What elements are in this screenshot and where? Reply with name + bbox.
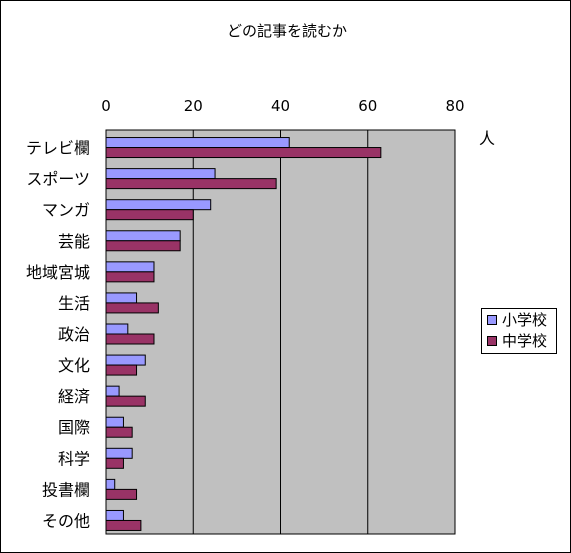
bar-elementary [105,385,120,397]
legend-swatch-elementary [487,314,497,325]
bar-elementary [105,478,116,490]
bar-elementary [105,199,212,211]
bar-junior-high [105,488,138,500]
category-label: テレビ欄 [26,139,90,158]
x-tick-label: 20 [184,97,203,115]
bar-elementary [105,323,129,335]
bar-junior-high [105,302,159,314]
bar-junior-high [105,457,124,469]
bar-elementary [105,230,181,242]
bars [105,137,382,531]
legend-item-elementary: 小学校 [482,309,556,330]
bar-elementary [105,354,146,366]
bar-junior-high [105,395,146,407]
bar-elementary [105,509,124,521]
bar-junior-high [105,426,133,438]
legend-item-junior-high: 中学校 [482,330,556,351]
legend-label-elementary: 小学校 [502,311,548,329]
legend: 小学校 中学校 [481,308,557,354]
bar-junior-high [105,364,138,376]
bar-junior-high [105,519,142,531]
category-label: マンガ [42,201,90,220]
category-label: 文化 [58,356,90,375]
bar-elementary [105,137,290,149]
category-label: 投書欄 [42,480,90,499]
x-tick-label: 60 [358,97,377,115]
bar-elementary [105,416,124,428]
bar-junior-high [105,333,155,345]
bar-junior-high [105,240,181,252]
category-label: 経済 [58,387,90,406]
bar-elementary [105,261,155,273]
category-label: 芸能 [58,232,90,251]
category-label: 生活 [58,294,90,313]
legend-swatch-junior-high [487,335,497,346]
x-axis-ticks: 0 20 40 60 80 [101,97,464,115]
category-label: 国際 [58,418,90,437]
x-tick-label: 0 [101,97,111,115]
bar-elementary [105,168,216,180]
bar-elementary [105,292,138,304]
bar-junior-high [105,178,277,190]
category-label: スポーツ [26,170,90,189]
legend-label-junior-high: 中学校 [502,332,548,350]
chart-title: どの記事を読むか [227,22,347,40]
category-label: 地域宮城 [26,263,90,282]
bar-junior-high [105,209,194,221]
bar-elementary [105,447,133,459]
unit-label: 人 [479,129,495,148]
x-tick-label: 80 [445,97,464,115]
category-label: 政治 [58,325,90,344]
category-label: その他 [42,511,90,530]
x-tick-label: 40 [271,97,290,115]
bar-junior-high [105,147,382,159]
bar-junior-high [105,271,155,283]
category-label: 科学 [58,449,90,468]
